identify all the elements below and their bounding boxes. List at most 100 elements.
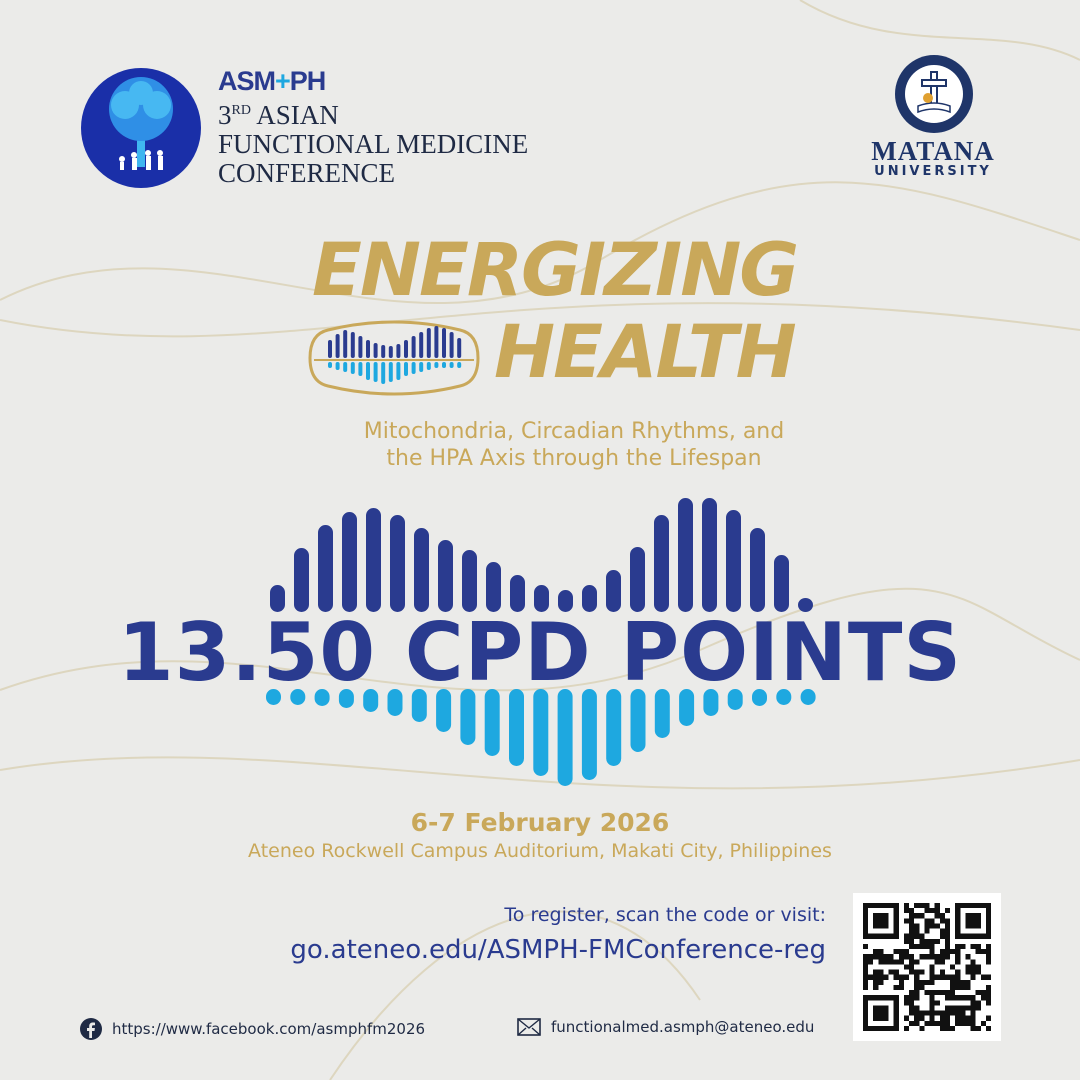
wave-bar-bottom bbox=[533, 689, 549, 776]
wave-bar-bottom bbox=[266, 689, 281, 705]
icon-bar-bottom bbox=[381, 362, 386, 384]
wave-bar-bottom bbox=[606, 689, 622, 766]
icon-bar-top bbox=[426, 328, 431, 358]
matana-seal-logo bbox=[895, 55, 973, 133]
asmph-tree-logo bbox=[81, 68, 201, 188]
icon-bar-bottom bbox=[442, 362, 446, 368]
icon-bar-top bbox=[373, 343, 378, 358]
wave-bar-top bbox=[558, 590, 573, 612]
facebook-icon bbox=[80, 1018, 102, 1040]
wave-bar-bottom bbox=[557, 689, 573, 786]
icon-bar-top bbox=[419, 332, 424, 358]
wave-bar-bottom bbox=[727, 689, 743, 710]
wave-bar-top bbox=[726, 510, 741, 612]
wave-bar-top bbox=[606, 570, 621, 612]
wave-bar-bottom bbox=[509, 689, 524, 766]
wave-bar-bottom bbox=[363, 689, 379, 712]
asmph-wordmark: ASM+PH bbox=[218, 66, 326, 96]
icon-bar-top bbox=[350, 332, 355, 358]
facebook-url[interactable]: https://www.facebook.com/asmphfm2026 bbox=[112, 1020, 426, 1038]
icon-bar-bottom bbox=[426, 362, 431, 370]
wave-bar-top bbox=[438, 540, 453, 612]
wave-bar-bottom bbox=[581, 689, 597, 780]
icon-bar-bottom bbox=[343, 362, 348, 372]
icon-bar-bottom bbox=[366, 362, 370, 380]
email-link[interactable]: functionalmed.asmph@ateneo.edu bbox=[517, 1018, 814, 1036]
icon-bar-bottom bbox=[419, 362, 424, 372]
icon-bar-bottom bbox=[396, 362, 401, 380]
icon-bar-bottom bbox=[434, 362, 439, 368]
wave-bar-top bbox=[678, 498, 693, 612]
theme-title-line2: HEALTH bbox=[494, 310, 797, 395]
register-prompt: To register, scan the code or visit: bbox=[504, 904, 826, 926]
icon-bar-top bbox=[335, 334, 340, 358]
energizing-health-wave-icon bbox=[308, 320, 480, 396]
icon-bar-top bbox=[388, 346, 393, 358]
icon-bar-top bbox=[404, 340, 408, 358]
icon-bar-bottom bbox=[449, 362, 454, 368]
icon-bar-bottom bbox=[404, 362, 408, 376]
wave-bar-top bbox=[750, 528, 765, 612]
wave-bar-bottom bbox=[703, 689, 719, 716]
wave-bar-top bbox=[342, 512, 357, 612]
conference-name: 3RD ASIAN FUNCTIONAL MEDICINE CONFERENCE bbox=[218, 100, 529, 188]
wave-bar-top bbox=[582, 585, 597, 612]
theme-title-line1: ENERGIZING bbox=[312, 228, 799, 313]
wave-bar-bottom bbox=[630, 689, 646, 752]
wave-bar-top bbox=[486, 562, 501, 612]
email-address[interactable]: functionalmed.asmph@ateneo.edu bbox=[551, 1018, 815, 1036]
wave-bar-bottom bbox=[752, 689, 767, 706]
wave-bar-top bbox=[294, 548, 309, 612]
icon-bar-top bbox=[366, 340, 370, 358]
registration-link[interactable]: go.ateneo.edu/ASMPH-FMConference-reg bbox=[290, 935, 826, 965]
theme-subtitle: Mitochondria, Circadian Rhythms, and the … bbox=[363, 419, 785, 471]
icon-bar-bottom bbox=[335, 362, 340, 370]
wave-bar-top bbox=[270, 585, 285, 612]
wave-bar-top bbox=[390, 515, 405, 612]
icon-bar-top bbox=[434, 326, 439, 358]
wave-bar-top bbox=[318, 525, 333, 612]
icon-bar-top bbox=[396, 344, 401, 358]
wave-bar-top bbox=[798, 598, 813, 612]
icon-bar-top bbox=[343, 330, 348, 358]
wave-bar-bottom bbox=[290, 689, 306, 705]
icon-bar-bottom bbox=[411, 362, 416, 374]
wave-bar-top bbox=[534, 585, 549, 612]
registration-qr-code[interactable] bbox=[853, 893, 1001, 1041]
icon-bar-bottom bbox=[350, 362, 355, 374]
wave-bar-top bbox=[462, 550, 477, 612]
wave-bar-bottom bbox=[484, 689, 500, 756]
icon-bar-top bbox=[442, 328, 446, 358]
wave-bar-top bbox=[510, 575, 525, 612]
icon-bar-bottom bbox=[388, 362, 393, 382]
facebook-link[interactable]: https://www.facebook.com/asmphfm2026 bbox=[80, 1018, 425, 1040]
wave-bar-top bbox=[774, 555, 789, 612]
wave-bar-bottom bbox=[411, 689, 427, 722]
icon-bar-top bbox=[358, 336, 363, 358]
icon-bar-top bbox=[381, 345, 386, 358]
wave-bar-bottom bbox=[679, 689, 695, 726]
wave-bar-top bbox=[654, 515, 669, 612]
wave-bar-top bbox=[702, 498, 717, 612]
envelope-icon bbox=[517, 1018, 541, 1036]
icon-bar-top bbox=[328, 340, 332, 358]
icon-bar-bottom bbox=[457, 362, 462, 368]
heart-wave-graphic bbox=[266, 498, 816, 786]
icon-bar-bottom bbox=[358, 362, 363, 376]
wave-bar-bottom bbox=[460, 689, 476, 745]
icon-bar-bottom bbox=[373, 362, 378, 382]
wave-bar-top bbox=[366, 508, 381, 612]
icon-bar-top bbox=[411, 336, 416, 358]
wave-bar-bottom bbox=[800, 689, 816, 705]
icon-bar-bottom bbox=[328, 362, 332, 368]
icon-bar-top bbox=[449, 332, 454, 358]
wave-bar-bottom bbox=[338, 689, 354, 708]
wave-bar-top bbox=[414, 528, 429, 612]
wave-bar-top bbox=[630, 547, 645, 612]
icon-bar-top bbox=[457, 338, 462, 358]
wave-bar-bottom bbox=[654, 689, 670, 738]
cpd-points-heading: 13.50 CPD POINTS bbox=[117, 606, 963, 699]
event-date: 6-7 February 2026 bbox=[410, 808, 670, 837]
event-venue: Ateneo Rockwell Campus Auditorium, Makat… bbox=[248, 840, 832, 862]
